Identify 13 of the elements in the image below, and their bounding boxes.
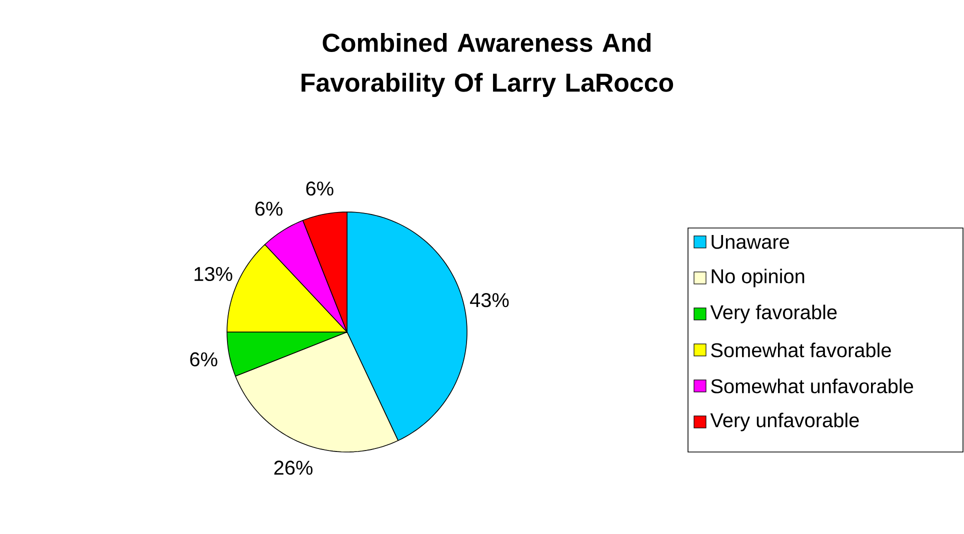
legend-label: Very favorable — [710, 304, 837, 324]
legend-label: Somewhat unfavorable — [711, 378, 914, 394]
legend-label: Unaware — [712, 235, 790, 249]
data-label: 43% — [470, 293, 509, 308]
data-label: 26% — [274, 460, 312, 475]
data-label: 13% — [194, 266, 232, 282]
data-label: 6% — [255, 202, 282, 216]
legend-label: Very unfavorable — [710, 412, 859, 432]
data-label: 6% — [190, 352, 218, 366]
chart-title: Combined Awareness And Favorability Of Larry LaRocco — [302, 32, 674, 97]
data-label: 6% — [306, 182, 334, 196]
legend-label: Somewhat favorable — [711, 342, 891, 358]
legend-label: No opinion — [712, 268, 804, 288]
